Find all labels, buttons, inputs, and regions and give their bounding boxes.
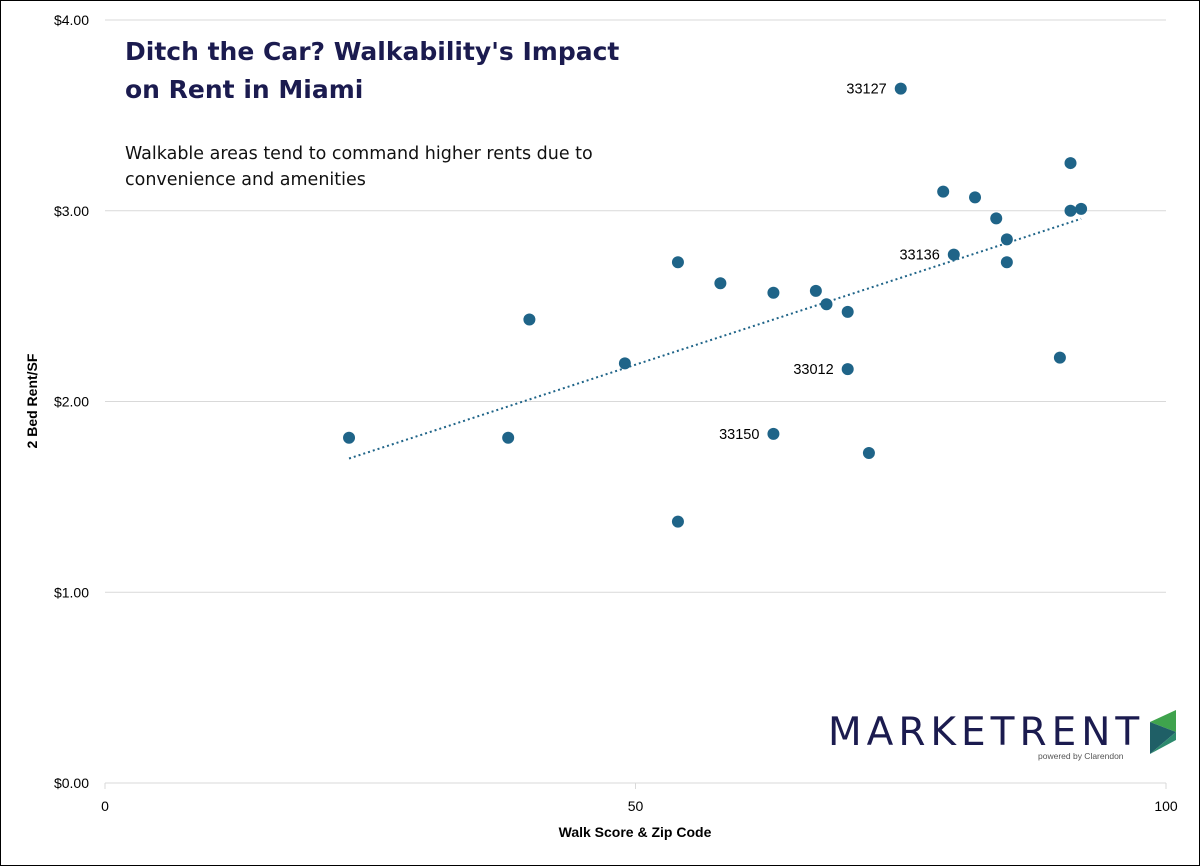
x-tick-label: 0 <box>101 798 109 814</box>
data-points <box>343 82 1088 528</box>
axes: $0.00 $1.00 $2.00 $3.00 $4.00 0 50 100 <box>54 12 1178 814</box>
point-label: 33012 <box>793 362 833 378</box>
point-label: 33136 <box>899 248 939 264</box>
y-axis-title: 2 Bed Rent/SF <box>24 353 40 448</box>
data-point <box>937 185 950 198</box>
data-point <box>671 256 684 269</box>
y-tick-label: $0.00 <box>54 775 89 791</box>
point-label: 33150 <box>719 427 759 443</box>
grid-lines <box>105 19 1166 593</box>
data-point <box>1000 233 1013 246</box>
logo-tagline: powered by Clarendon <box>1038 751 1124 761</box>
x-tick-label: 100 <box>1154 798 1178 814</box>
data-point <box>1075 202 1088 215</box>
logo-wordmark: MARKETRENT <box>828 710 1145 755</box>
data-point <box>523 313 536 326</box>
data-point <box>502 431 515 444</box>
data-point <box>969 191 982 204</box>
data-point <box>767 286 780 299</box>
y-tick-label: $3.00 <box>54 203 89 219</box>
data-point <box>1000 256 1013 269</box>
x-tick-label: 50 <box>628 798 644 814</box>
data-point <box>1064 204 1077 217</box>
data-point <box>894 82 907 95</box>
data-point <box>618 357 631 370</box>
point-label: 33127 <box>846 82 886 98</box>
data-point <box>841 363 854 376</box>
data-point <box>767 427 780 440</box>
chart-title: Ditch the Car? Walkability's Impact on R… <box>125 37 620 104</box>
data-point <box>809 284 822 297</box>
marketrent-logo: MARKETRENT powered by Clarendon <box>828 708 1178 768</box>
data-point <box>671 515 684 528</box>
chart-subtitle: Walkable areas tend to command higher re… <box>125 144 593 190</box>
data-point <box>862 447 875 460</box>
y-tick-label: $2.00 <box>54 394 89 410</box>
y-tick-label: $1.00 <box>54 584 89 600</box>
data-point <box>1053 351 1066 364</box>
y-tick-label: $4.00 <box>54 12 89 28</box>
trendline <box>348 217 1082 460</box>
logo-mark-icon <box>1150 710 1176 754</box>
data-point <box>714 277 727 290</box>
data-labels: 33150 33012 33127 33136 <box>719 82 940 443</box>
x-axis-title: Walk Score & Zip Code <box>559 824 712 840</box>
data-point <box>343 431 356 444</box>
data-point <box>820 298 833 311</box>
data-point <box>990 212 1003 225</box>
data-point <box>841 305 854 318</box>
data-point <box>947 248 960 261</box>
data-point <box>1064 157 1077 170</box>
trendline-group <box>348 217 1082 460</box>
